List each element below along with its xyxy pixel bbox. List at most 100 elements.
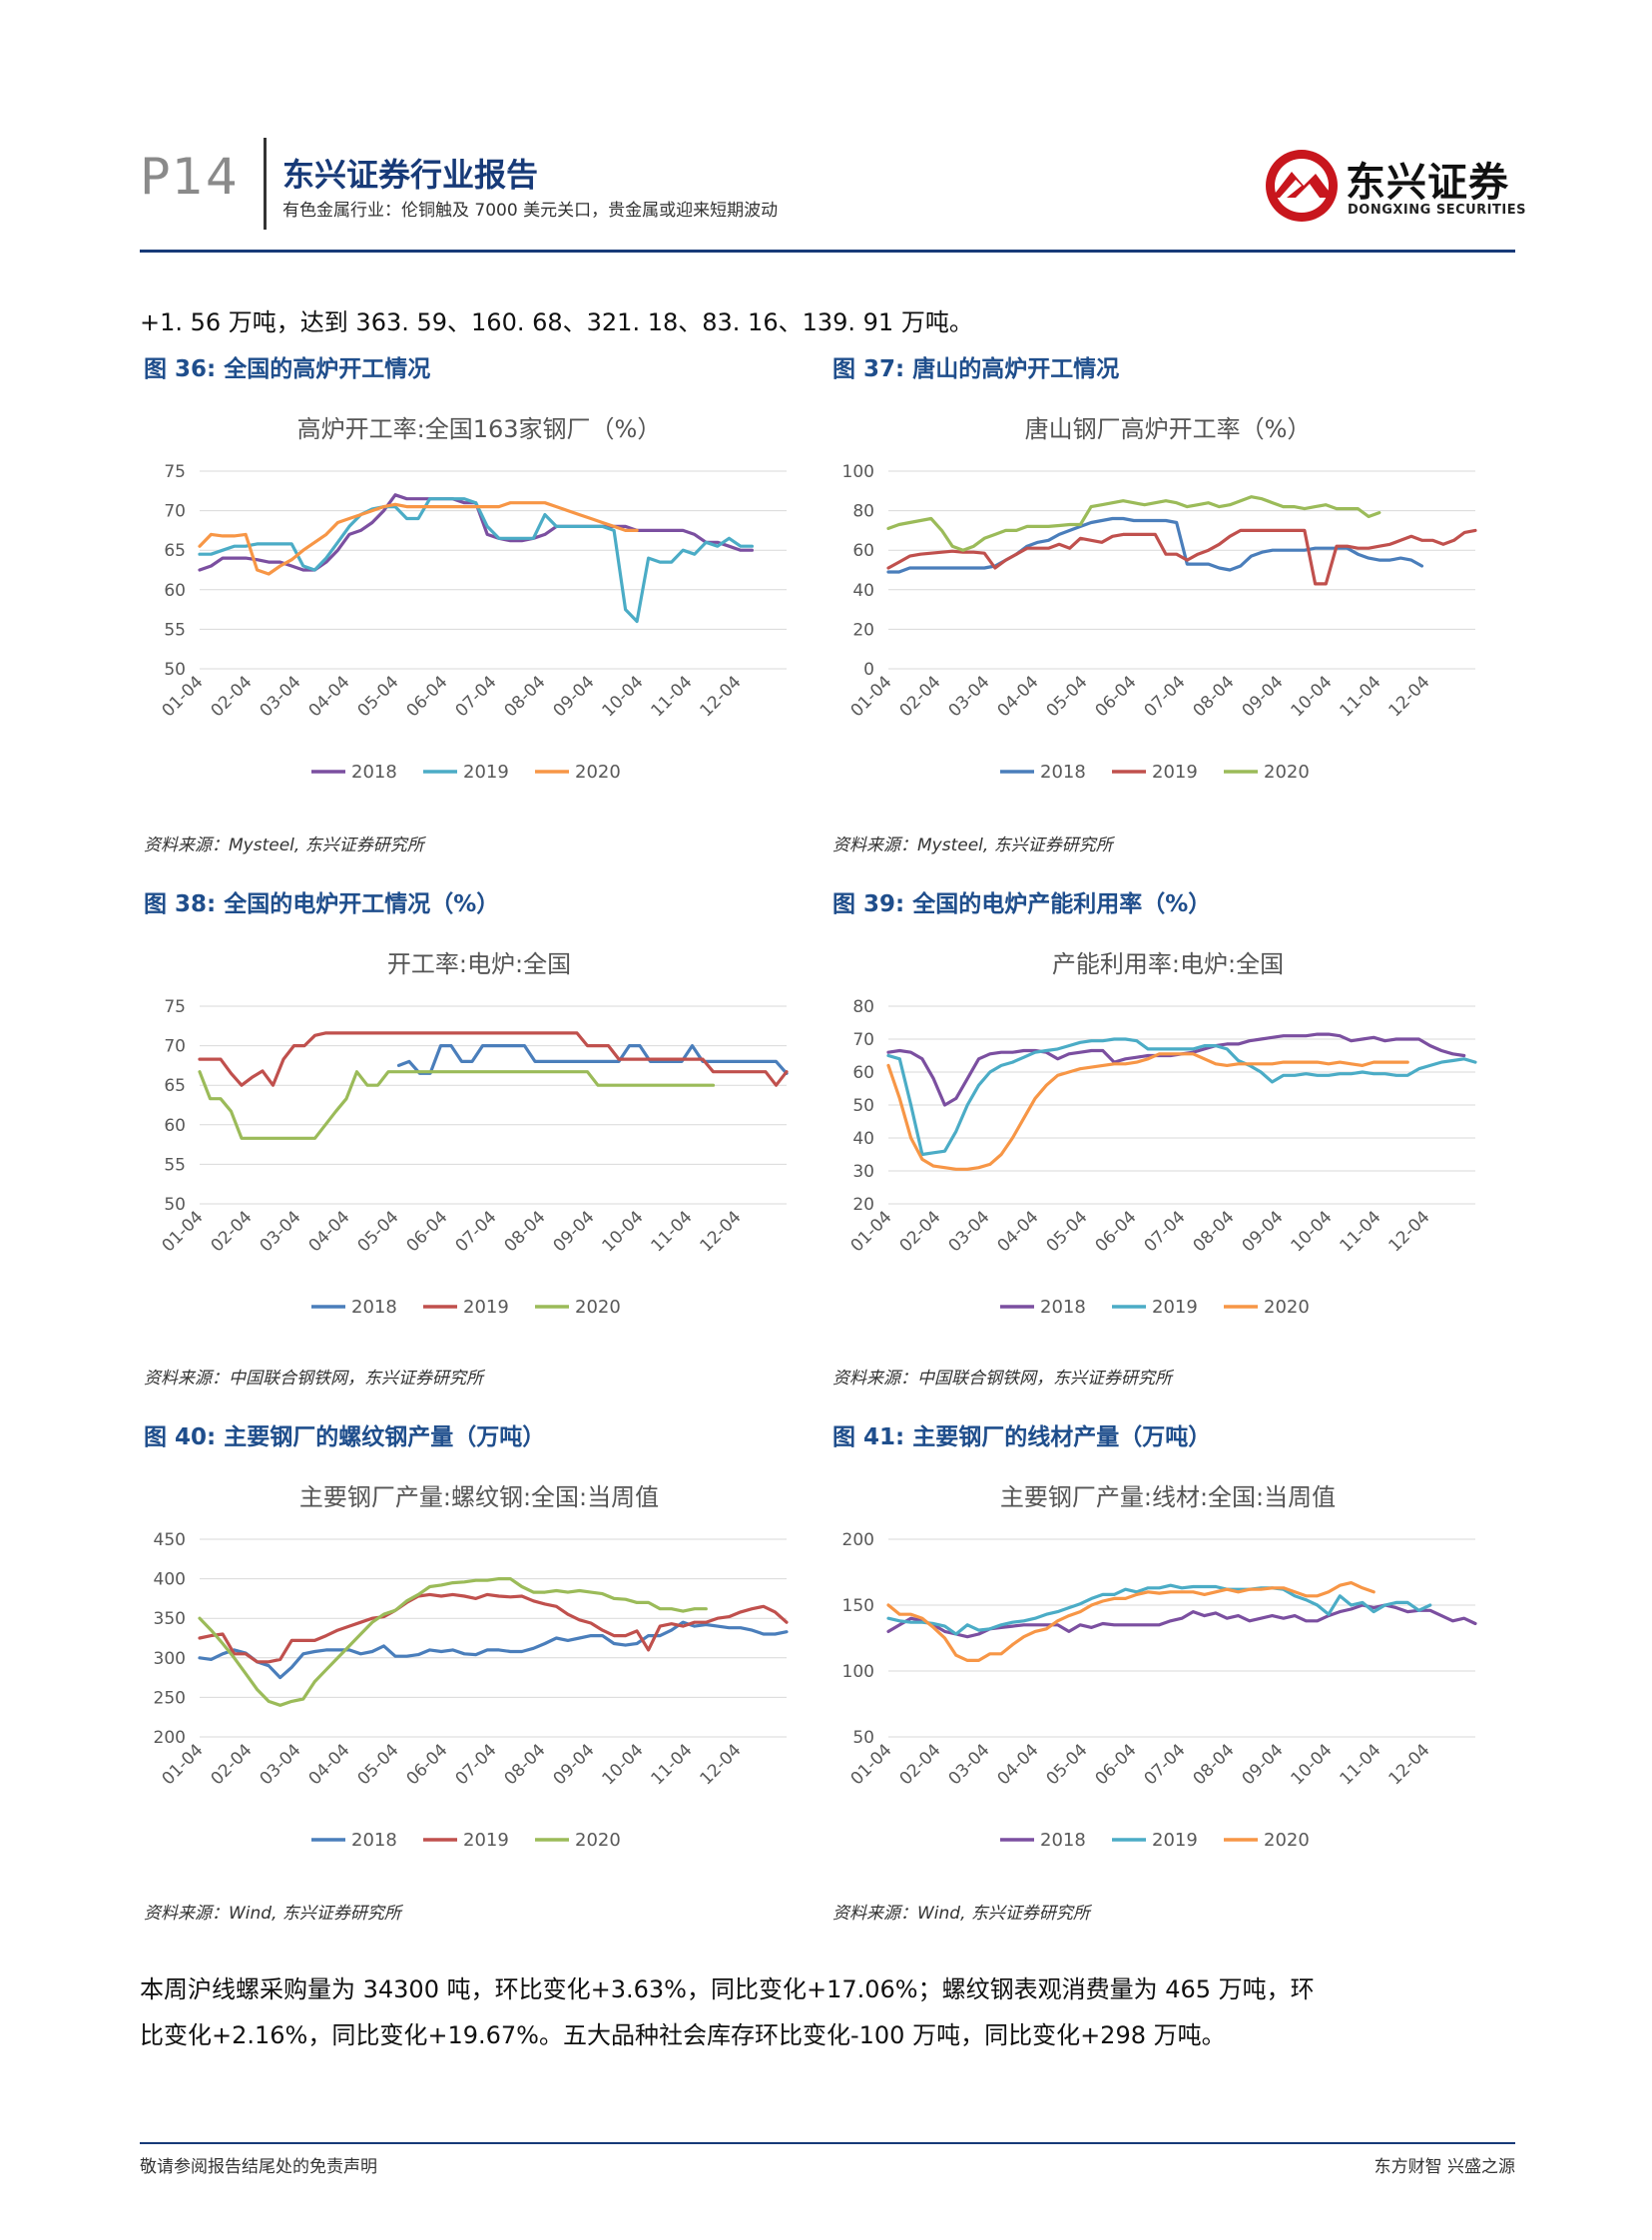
y-tick-label: 75 [164,997,186,1017]
series-line-2020 [198,1070,716,1140]
figure-source: 资料来源：中国联合钢铁网，东兴证券研究所 [144,1369,483,1389]
y-tick-label: 350 [154,1609,186,1629]
chart-title: 开工率:电炉:全国 [387,950,571,978]
x-tick-label: 02-04 [207,1207,256,1256]
x-tick-label: 05-04 [353,1207,402,1256]
y-tick-label: 80 [852,997,874,1017]
x-tick-label: 03-04 [944,1740,993,1789]
y-tick-label: 80 [852,502,874,522]
x-tick-label: 02-04 [895,1740,944,1789]
x-tick-label: 04-04 [304,1207,353,1256]
chart-wire-rod-output: 主要钢厂产量:线材:全国:当周值 50 100 150 200 01-04 02-04 03-… [828,1467,1507,1857]
x-tick-label: 12-04 [1384,1740,1433,1789]
series-line-2020 [198,501,639,576]
x-tick-label: 08-04 [500,672,549,721]
figure-source: 资料来源：中国联合钢铁网，东兴证券研究所 [832,1369,1172,1389]
figure-caption: 图 36: 全国的高炉开工情况 [144,356,431,382]
y-tick-label: 100 [842,1662,874,1682]
chart-title: 主要钢厂产量:线材:全国:当周值 [1000,1483,1336,1511]
header-divider [264,138,267,230]
x-tick-label: 07-04 [451,672,500,721]
x-tick-label: 12-04 [1384,1207,1433,1256]
x-tick-label: 07-04 [451,1740,500,1789]
y-tick-label: 40 [852,1129,874,1149]
x-tick-label: 12-04 [696,672,745,721]
y-tick-label: 0 [863,660,874,680]
intro-paragraph: +1. 56 万吨，达到 363. 59、160. 68、321. 18、83.… [140,308,973,336]
x-tick-label: 03-04 [944,672,993,721]
header-rule [140,250,1515,253]
legend-label: 2018 [1040,1297,1086,1318]
series-line-2019 [198,497,754,624]
x-tick-label: 03-04 [256,1207,304,1256]
y-tick-label: 65 [164,541,186,561]
x-tick-label: 12-04 [696,1740,745,1789]
chart-eaf-operating-rate: 开工率:电炉:全国 50 55 60 65 70 75 01-04 02-04 03-04 04-0… [140,934,819,1324]
series-line-2018 [396,1044,789,1075]
x-tick-label: 05-04 [353,672,402,721]
x-tick-label: 02-04 [207,672,256,721]
body-paragraph-line: 本周沪线螺采购量为 34300 吨，环比变化+3.63%，同比变化+17.06%… [140,1975,1315,2003]
y-tick-label: 40 [852,581,874,601]
x-tick-label: 07-04 [1140,1207,1189,1256]
legend-label: 2019 [1152,762,1198,783]
footer-slogan: 东方财智 兴盛之源 [1374,2157,1515,2177]
footer-disclaimer: 敬请参阅报告结尾处的免责声明 [140,2157,377,2177]
y-tick-label: 55 [164,1155,186,1175]
y-tick-label: 60 [852,1063,874,1083]
legend-label: 2020 [1264,1830,1310,1851]
x-tick-label: 07-04 [1140,1740,1189,1789]
x-tick-label: 05-04 [353,1740,402,1789]
x-tick-label: 02-04 [895,672,944,721]
chart-title: 产能利用率:电炉:全国 [1052,950,1284,978]
y-tick-label: 450 [154,1530,186,1550]
chart-blast-furnace-national: 高炉开工率:全国163家钢厂（%） 50 55 60 65 70 75 01-04 02-04 0… [140,399,819,789]
x-tick-label: 08-04 [500,1207,549,1256]
legend-label: 2020 [575,1297,621,1318]
legend-label: 2018 [351,1297,397,1318]
x-tick-label: 03-04 [256,1740,304,1789]
chart-rebar-output: 主要钢厂产量:螺纹钢:全国:当周值 200 250 300 350 400 450 01-04… [140,1467,819,1857]
x-tick-label: 09-04 [1238,1740,1287,1789]
report-subtitle: 有色金属行业：伦铜触及 7000 美元关口，贵金属或迎来短期波动 [282,201,779,221]
legend-label: 2018 [1040,762,1086,783]
legend-label: 2020 [1264,1297,1310,1318]
x-tick-label: 10-04 [598,1207,647,1256]
x-tick-label: 04-04 [304,672,353,721]
x-tick-label: 04-04 [304,1740,353,1789]
legend-label: 2019 [1152,1297,1198,1318]
figure-source: 资料来源：Mysteel, 东兴证券研究所 [832,836,1113,855]
y-tick-label: 150 [842,1596,874,1616]
y-tick-label: 300 [154,1649,186,1669]
x-tick-label: 06-04 [1091,672,1140,721]
y-tick-label: 30 [852,1162,874,1182]
y-tick-label: 20 [852,1195,874,1215]
logo-en-text: DONGXING SECURITIES [1348,203,1526,218]
figure-caption: 图 38: 全国的电炉开工情况（%） [144,891,500,917]
y-tick-label: 50 [164,660,186,680]
x-tick-label: 11-04 [647,1207,696,1256]
x-tick-label: 08-04 [1189,1740,1238,1789]
x-tick-label: 09-04 [549,672,598,721]
y-tick-label: 60 [852,541,874,561]
x-tick-label: 03-04 [256,672,304,721]
chart-title: 唐山钢厂高炉开工率（%） [1025,415,1312,443]
y-tick-label: 50 [852,1096,874,1116]
series-line-2020 [886,495,1381,552]
x-tick-label: 04-04 [993,1740,1042,1789]
y-tick-label: 200 [842,1530,874,1550]
y-tick-label: 60 [164,1116,186,1136]
figure-source: 资料来源：Mysteel, 东兴证券研究所 [144,836,424,855]
x-tick-label: 02-04 [207,1740,256,1789]
x-tick-label: 04-04 [993,672,1042,721]
chart-title: 高炉开工率:全国163家钢厂（%） [297,415,662,443]
series-line-2018 [886,516,1424,574]
x-tick-label: 09-04 [549,1207,598,1256]
x-tick-label: 07-04 [451,1207,500,1256]
chart-blast-furnace-tangshan: 唐山钢厂高炉开工率（%） 0 20 40 60 80 100 01-04 02-04 03-04 0… [828,399,1507,789]
x-tick-label: 06-04 [402,1740,451,1789]
x-tick-label: 08-04 [500,1740,549,1789]
figure-caption: 图 37: 唐山的高炉开工情况 [832,356,1120,382]
legend-label: 2019 [463,1830,509,1851]
x-tick-label: 10-04 [1287,1740,1336,1789]
